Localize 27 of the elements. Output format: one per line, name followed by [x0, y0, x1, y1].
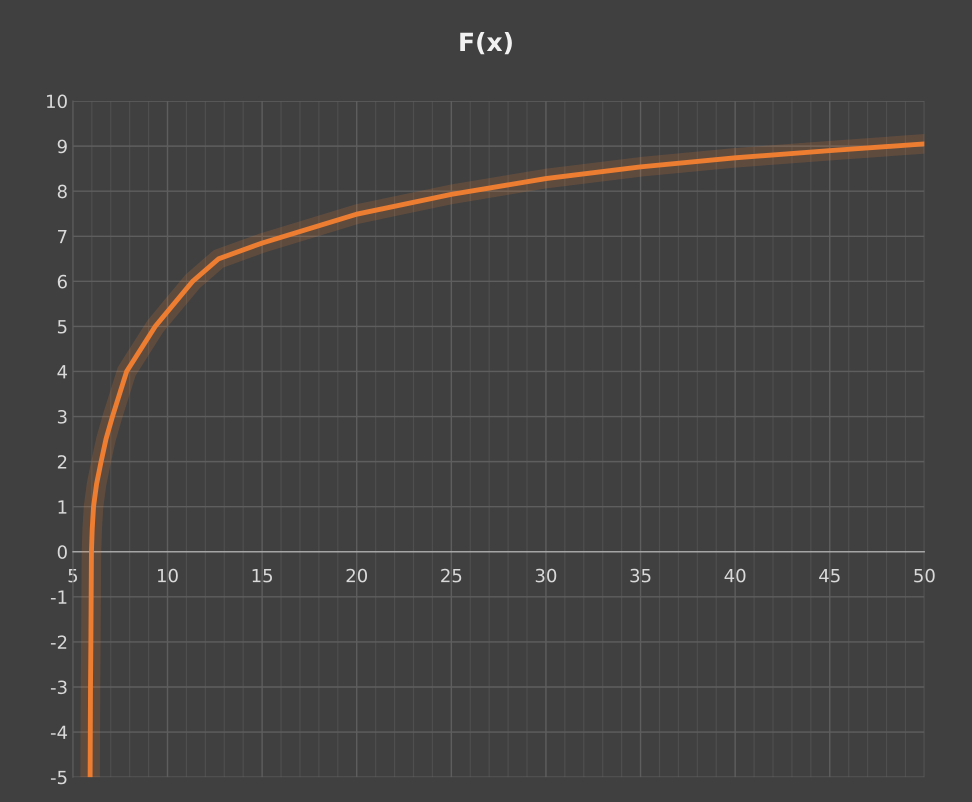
y-tick-label: -5	[50, 770, 66, 784]
x-tick-label: 50	[914, 568, 935, 582]
y-tick-label: -2	[50, 635, 66, 649]
x-tick-label: 45	[819, 569, 840, 582]
y-tick-label: 4	[57, 365, 68, 378]
y-tick-label: 7	[58, 230, 66, 244]
x-tick-label: 40	[724, 568, 746, 582]
y-tick-label: 1	[58, 500, 66, 514]
x-tick-label: 35	[630, 568, 650, 582]
x-tick-label: 20	[346, 568, 368, 582]
y-tick-label: -1	[50, 590, 66, 604]
x-tick-label: 5	[68, 569, 78, 582]
chart-title: F(x)	[460, 32, 512, 54]
y-tick-label: 2	[58, 455, 66, 468]
y-tick-label: 0	[58, 545, 67, 559]
x-tick-label: 10	[158, 568, 178, 582]
y-tick-label: 10	[47, 94, 67, 108]
x-tick-label: 25	[441, 568, 462, 582]
x-tick-label: 15	[252, 569, 272, 582]
y-tick-label: -3	[50, 680, 67, 694]
y-tick-label: -4	[50, 726, 68, 739]
y-tick-label: 6	[58, 274, 67, 288]
y-tick-label: 3	[58, 410, 67, 424]
y-tick-label: 8	[58, 184, 67, 198]
y-tick-label: 9	[58, 140, 67, 154]
x-tick-label: 30	[536, 568, 556, 582]
y-tick-label: 5	[58, 320, 66, 334]
